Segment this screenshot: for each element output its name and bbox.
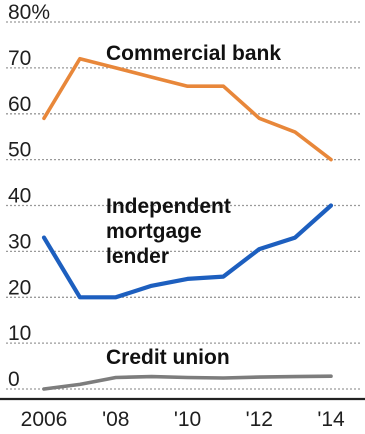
x-axis-ticks: 2006 '08 '10 '12 '14 [21,408,345,431]
data-point-3-2007 [79,383,81,386]
series-label-2-line-3: lender [106,245,169,268]
x-tick-label-2012: '12 [246,408,273,431]
y-tick-label-20: 20 [8,276,31,299]
data-point-3-2010 [186,376,189,379]
gridlines [6,21,360,390]
x-tick-label-2006: 2006 [21,408,68,431]
series-label-3-line-1: Credit union [106,346,230,369]
y-axis-ticks: 80% 70 60 50 40 30 20 10 0 [8,1,50,391]
series-line-1 [42,56,333,162]
data-point-3-2014 [330,375,332,378]
y-tick-label-40: 40 [8,185,31,208]
data-point-2-2008 [115,296,117,299]
y-tick-label-60: 60 [8,93,31,116]
series-label-2-line-1: Independent [106,195,231,218]
data-point-2-2011 [222,275,225,278]
data-point-2-2009 [150,285,153,287]
x-tick-label-2014: '14 [317,408,345,431]
data-point-1-2006 [43,117,45,120]
series-label-1: Commercial bank [106,42,281,65]
data-point-2-2014 [330,204,332,207]
data-point-3-2012 [258,376,261,378]
y-tick-label-80: 80% [8,1,50,24]
data-point-3-2013 [294,375,296,378]
y-tick-label-10: 10 [8,322,31,345]
data-point-1-2012 [258,117,261,120]
y-tick-label-50: 50 [8,139,31,162]
data-point-2-2013 [294,236,296,239]
series-lines [41,56,334,391]
data-point-3-2011 [222,377,225,379]
y-tick-label-30: 30 [8,230,31,253]
data-point-2-2006 [43,236,45,239]
series-labels: Commercial bank Independent mortgage lender… [106,42,281,369]
y-tick-label-70: 70 [8,47,31,70]
series-label-2: Independent mortgage lender [106,195,231,268]
data-point-3-2006 [43,388,45,390]
data-point-3-2008 [115,376,117,379]
series-label-1-line-1: Commercial bank [106,42,281,65]
data-point-1-2011 [222,85,225,87]
data-point-2-2012 [258,248,261,250]
x-tick-label-2008: '08 [102,408,129,431]
data-point-1-2014 [330,158,332,161]
series-label-3: Credit union [106,346,230,369]
series-label-2-line-2: mortgage [106,220,202,243]
data-point-1-2010 [186,85,189,87]
data-point-1-2008 [115,67,117,69]
data-point-1-2013 [294,131,296,133]
y-tick-label-0: 0 [8,368,20,391]
data-point-2-2007 [79,296,81,299]
data-point-3-2009 [150,375,153,378]
x-tick-label-2010: '10 [174,408,201,431]
data-point-1-2009 [150,76,153,78]
data-point-2-2010 [186,278,189,280]
data-point-1-2007 [79,57,81,60]
